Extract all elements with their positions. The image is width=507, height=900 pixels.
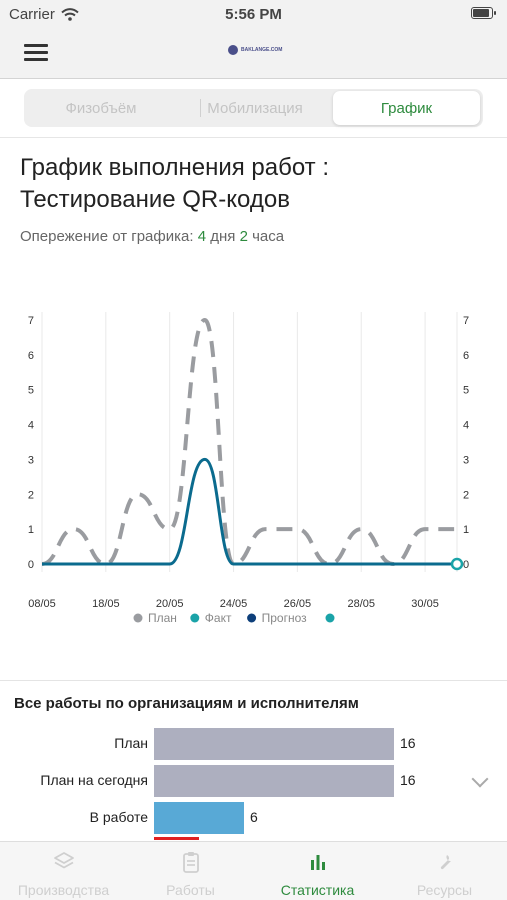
works-panel: Все работы по организациям и исполнителя… (0, 680, 507, 840)
tab-statistika[interactable]: Статистика (254, 842, 381, 900)
segment-label: График (380, 99, 433, 117)
status-bar: Carrier 5:56 PM (0, 0, 507, 30)
page-title: График выполнения работ : Тестирование Q… (20, 154, 329, 213)
legend-marker (190, 613, 200, 623)
works-bar-label: План на сегодня (40, 772, 148, 788)
x-tick-label: 30/05 (411, 598, 439, 610)
works-bar-label: План (114, 735, 148, 751)
carrier-label: Carrier (9, 6, 55, 23)
works-bar[interactable] (154, 802, 244, 834)
schedule-ahead: Опережение от графика: 4 дня 2 часа (20, 228, 284, 245)
tab-resursy[interactable]: Ресурсы (381, 842, 507, 900)
tab-proizvodstva[interactable]: Производства (0, 842, 127, 900)
legend-label: Прогноз (262, 611, 308, 625)
y-tick-label-right: 1 (463, 524, 469, 536)
battery-icon (471, 7, 496, 19)
y-tick-label-left: 1 (28, 524, 34, 536)
works-bar-value: 16 (400, 735, 416, 751)
works-bar-label: В работе (89, 809, 148, 825)
y-tick-label-right: 4 (463, 420, 469, 432)
y-tick-label-left: 2 (28, 489, 34, 501)
y-tick-label-right: 7 (463, 315, 469, 327)
ahead-hours-value: 2 (239, 228, 248, 245)
legend-marker (247, 613, 257, 623)
ahead-hours-unit: часа (252, 228, 285, 245)
legend-label: Факт (205, 611, 232, 625)
app-header: Carrier 5:56 PM BAKLANGE.COM (0, 0, 507, 79)
series-fact-point (450, 557, 464, 571)
tab-label: Работы (166, 882, 215, 898)
progress-indicator (154, 837, 199, 840)
bottom-tab-bar: Производства Работы Статистика (0, 841, 507, 900)
segment-label: Физобъём (65, 99, 137, 117)
schedule-chart: 0 0 1 1 2 2 3 3 4 4 5 5 6 6 7 7 08/05 18/05 20/05 24/05 26/0… (28, 312, 469, 625)
x-tick-label: 24/05 (220, 598, 248, 610)
works-bar-row: В работе 6 (0, 802, 507, 834)
layers-icon (53, 852, 74, 869)
clipboard-icon (182, 852, 199, 873)
wifi-icon (61, 8, 79, 21)
y-tick-label-left: 5 (28, 385, 34, 397)
ahead-label: Опережение от графика: (20, 228, 194, 245)
ahead-days-unit: дня (210, 228, 236, 245)
legend-marker (133, 613, 143, 623)
segment-divider (200, 99, 201, 117)
segment-fizobem[interactable]: Физобъём (26, 91, 176, 125)
x-tick-label: 08/05 (28, 598, 56, 610)
y-tick-label-left: 4 (28, 420, 34, 432)
x-tick-label: 18/05 (92, 598, 120, 610)
logo-mark-icon (228, 45, 238, 55)
series-forecast-line (41, 457, 457, 566)
y-tick-label-right: 5 (463, 385, 469, 397)
y-tick-label-right: 6 (463, 350, 469, 362)
works-bar-row: План на сегодня 16 (0, 765, 507, 797)
tab-raboty[interactable]: Работы (127, 842, 254, 900)
y-tick-label-right: 3 (463, 454, 469, 466)
y-tick-label-left: 3 (28, 454, 34, 466)
logo-text: BAKLANGE.COM (241, 46, 283, 53)
tab-label: Производства (17, 882, 110, 898)
app-logo: BAKLANGE.COM (228, 45, 282, 55)
ahead-days-value: 4 (197, 228, 207, 245)
works-bar-value: 6 (250, 809, 258, 825)
hamburger-menu-icon[interactable] (24, 44, 48, 62)
legend-marker (325, 613, 335, 623)
y-tick-label-right: 0 (463, 559, 469, 571)
tab-label: Статистика (280, 882, 355, 898)
tab-label: Ресурсы (416, 882, 473, 898)
x-tick-label: 26/05 (284, 598, 312, 610)
segment-bar: Физобъём Мобилизация График (0, 80, 507, 138)
carrier: Carrier (9, 6, 79, 23)
wrench-icon (440, 855, 451, 870)
y-tick-label-left: 0 (28, 559, 34, 571)
segment-label: Мобилизация (207, 99, 303, 117)
works-bar[interactable] (154, 765, 394, 797)
segment-mobilizaciya[interactable]: Мобилизация (180, 91, 330, 125)
battery-level (473, 9, 490, 17)
y-tick-label-right: 2 (463, 489, 469, 501)
legend-label: План (148, 611, 177, 625)
works-title: Все работы по организациям и исполнителя… (14, 695, 359, 712)
x-tick-label: 28/05 (347, 598, 375, 610)
x-tick-label: 20/05 (156, 598, 184, 610)
works-bar-value: 16 (400, 772, 416, 788)
bar-chart-icon (310, 855, 325, 870)
status-time: 5:56 PM (225, 6, 282, 23)
works-bar-row: План 16 (0, 728, 507, 760)
segment-grafik[interactable]: График (333, 91, 480, 125)
works-bar[interactable] (154, 728, 394, 760)
y-tick-label-left: 6 (28, 350, 34, 362)
y-tick-label-left: 7 (28, 315, 34, 327)
segmented-control: Физобъём Мобилизация График (24, 89, 483, 127)
series-plan-line (41, 317, 457, 567)
